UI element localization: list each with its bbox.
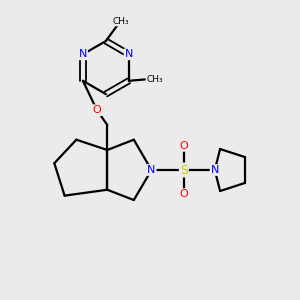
Text: CH₃: CH₃ [113,16,130,26]
Text: O: O [179,141,188,151]
Text: S: S [180,164,188,176]
Text: N: N [211,165,219,175]
Text: CH₃: CH₃ [146,75,163,84]
Text: O: O [93,105,101,115]
Text: N: N [124,49,133,59]
Text: O: O [179,189,188,199]
Text: N: N [147,165,156,175]
Text: N: N [79,49,87,59]
